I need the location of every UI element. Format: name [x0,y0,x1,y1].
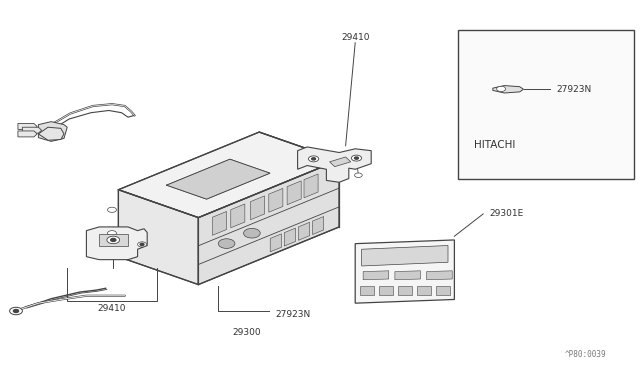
Circle shape [355,173,362,177]
Polygon shape [250,196,264,220]
Polygon shape [212,211,227,235]
Polygon shape [166,159,270,199]
Polygon shape [493,86,524,93]
Polygon shape [363,271,388,280]
Polygon shape [298,147,371,182]
Polygon shape [355,240,454,303]
Polygon shape [417,286,431,295]
Polygon shape [398,286,412,295]
Polygon shape [284,228,296,246]
Bar [458,30,634,179]
Circle shape [244,228,260,238]
Polygon shape [38,122,67,141]
Polygon shape [38,127,64,140]
Circle shape [10,307,22,315]
Circle shape [111,238,116,241]
Circle shape [13,310,19,312]
Circle shape [138,242,147,247]
Polygon shape [298,222,310,240]
Text: 27923N: 27923N [275,310,310,319]
Polygon shape [18,124,37,129]
Polygon shape [436,286,450,295]
Polygon shape [118,132,339,218]
Circle shape [351,155,362,161]
Text: HITACHI: HITACHI [474,140,515,150]
Circle shape [312,158,316,160]
Polygon shape [22,127,42,133]
Circle shape [355,157,358,159]
Polygon shape [360,286,374,295]
Polygon shape [86,227,147,260]
Text: 29301E: 29301E [490,209,524,218]
Polygon shape [287,181,301,205]
Polygon shape [427,271,452,280]
Polygon shape [18,131,37,137]
Polygon shape [270,234,282,252]
Circle shape [108,207,116,212]
Polygon shape [269,188,283,212]
Polygon shape [330,157,351,167]
Polygon shape [118,190,198,285]
Polygon shape [99,234,128,246]
Polygon shape [312,217,324,234]
Polygon shape [362,246,448,266]
Polygon shape [198,160,339,285]
Text: 29410: 29410 [98,304,126,313]
Circle shape [107,236,120,244]
Text: 29410: 29410 [341,33,369,42]
Circle shape [218,239,235,248]
Circle shape [140,243,144,246]
Text: 27923N: 27923N [557,85,592,94]
Polygon shape [379,286,393,295]
Circle shape [308,156,319,162]
Text: 29300: 29300 [232,328,260,337]
Polygon shape [231,204,245,228]
Circle shape [108,231,116,236]
Circle shape [497,86,506,92]
Polygon shape [304,174,318,198]
Text: ^P80:0039: ^P80:0039 [564,350,607,359]
Polygon shape [395,271,420,280]
